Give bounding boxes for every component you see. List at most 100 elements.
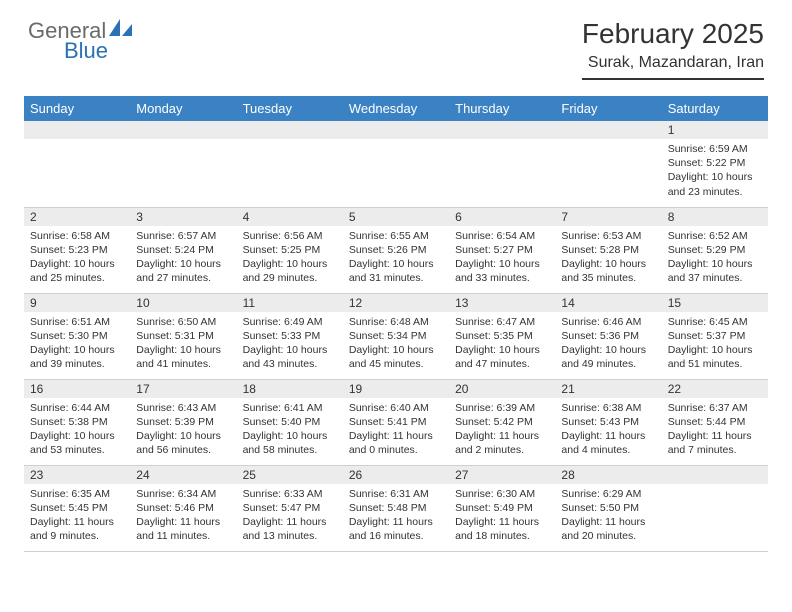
- calendar-cell: 24Sunrise: 6:34 AMSunset: 5:46 PMDayligh…: [130, 465, 236, 551]
- calendar-cell: 15Sunrise: 6:45 AMSunset: 5:37 PMDayligh…: [662, 293, 768, 379]
- day-header: Tuesday: [237, 96, 343, 121]
- sunset-text: Sunset: 5:39 PM: [136, 415, 230, 429]
- daylight-text: Daylight: 10 hours and 56 minutes.: [136, 429, 230, 457]
- day-details: Sunrise: 6:40 AMSunset: 5:41 PMDaylight:…: [343, 398, 449, 462]
- calendar-cell: 16Sunrise: 6:44 AMSunset: 5:38 PMDayligh…: [24, 379, 130, 465]
- day-number: [449, 121, 555, 139]
- sunset-text: Sunset: 5:28 PM: [561, 243, 655, 257]
- calendar-cell: 13Sunrise: 6:47 AMSunset: 5:35 PMDayligh…: [449, 293, 555, 379]
- day-details: Sunrise: 6:50 AMSunset: 5:31 PMDaylight:…: [130, 312, 236, 376]
- day-header: Thursday: [449, 96, 555, 121]
- sunrise-text: Sunrise: 6:48 AM: [349, 315, 443, 329]
- day-number: 22: [662, 380, 768, 398]
- sunrise-text: Sunrise: 6:43 AM: [136, 401, 230, 415]
- daylight-text: Daylight: 10 hours and 23 minutes.: [668, 170, 762, 198]
- calendar-cell: 5Sunrise: 6:55 AMSunset: 5:26 PMDaylight…: [343, 207, 449, 293]
- sunrise-text: Sunrise: 6:33 AM: [243, 487, 337, 501]
- day-number: [343, 121, 449, 139]
- day-details: Sunrise: 6:31 AMSunset: 5:48 PMDaylight:…: [343, 484, 449, 548]
- sunrise-text: Sunrise: 6:38 AM: [561, 401, 655, 415]
- day-header: Wednesday: [343, 96, 449, 121]
- sunset-text: Sunset: 5:33 PM: [243, 329, 337, 343]
- calendar-cell: 18Sunrise: 6:41 AMSunset: 5:40 PMDayligh…: [237, 379, 343, 465]
- day-number: 14: [555, 294, 661, 312]
- calendar-cell: 3Sunrise: 6:57 AMSunset: 5:24 PMDaylight…: [130, 207, 236, 293]
- day-number: 28: [555, 466, 661, 484]
- daylight-text: Daylight: 10 hours and 53 minutes.: [30, 429, 124, 457]
- daylight-text: Daylight: 10 hours and 45 minutes.: [349, 343, 443, 371]
- sunset-text: Sunset: 5:23 PM: [30, 243, 124, 257]
- calendar-cell: 8Sunrise: 6:52 AMSunset: 5:29 PMDaylight…: [662, 207, 768, 293]
- calendar-cell: 22Sunrise: 6:37 AMSunset: 5:44 PMDayligh…: [662, 379, 768, 465]
- day-details: Sunrise: 6:45 AMSunset: 5:37 PMDaylight:…: [662, 312, 768, 376]
- daylight-text: Daylight: 11 hours and 0 minutes.: [349, 429, 443, 457]
- calendar-cell: 26Sunrise: 6:31 AMSunset: 5:48 PMDayligh…: [343, 465, 449, 551]
- sunrise-text: Sunrise: 6:30 AM: [455, 487, 549, 501]
- sunset-text: Sunset: 5:27 PM: [455, 243, 549, 257]
- day-details: Sunrise: 6:37 AMSunset: 5:44 PMDaylight:…: [662, 398, 768, 462]
- daylight-text: Daylight: 10 hours and 39 minutes.: [30, 343, 124, 371]
- sunrise-text: Sunrise: 6:40 AM: [349, 401, 443, 415]
- day-details: Sunrise: 6:30 AMSunset: 5:49 PMDaylight:…: [449, 484, 555, 548]
- calendar-week: 2 Sunrise: 6:58 AMSunset: 5:23 PM Daylight…: [24, 207, 768, 293]
- month-title: February 2025: [582, 18, 764, 50]
- brand-logo: GeneralBlue: [28, 18, 134, 64]
- sunset-text: Sunset: 5:42 PM: [455, 415, 549, 429]
- calendar-cell: 1Sunrise: 6:59 AMSunset: 5:22 PMDaylight…: [662, 121, 768, 207]
- daylight-text: Daylight: 11 hours and 2 minutes.: [455, 429, 549, 457]
- day-number: [662, 466, 768, 484]
- daylight-text: Daylight: 10 hours and 35 minutes.: [561, 257, 655, 285]
- daylight-text: Daylight: 11 hours and 13 minutes.: [243, 515, 337, 543]
- daylight-text: Daylight: 10 hours and 27 minutes.: [136, 257, 230, 285]
- day-details: Sunrise: 6:54 AMSunset: 5:27 PMDaylight:…: [449, 226, 555, 290]
- sunrise-text: Sunrise: 6:46 AM: [561, 315, 655, 329]
- sunrise-text: Sunrise: 6:47 AM: [455, 315, 549, 329]
- calendar-cell: 4Sunrise: 6:56 AMSunset: 5:25 PMDaylight…: [237, 207, 343, 293]
- day-number: 10: [130, 294, 236, 312]
- day-number: 12: [343, 294, 449, 312]
- daylight-text: Daylight: 10 hours and 41 minutes.: [136, 343, 230, 371]
- calendar-cell: 28Sunrise: 6:29 AMSunset: 5:50 PMDayligh…: [555, 465, 661, 551]
- calendar-cell: [24, 121, 130, 207]
- day-number: 2: [24, 208, 130, 226]
- day-details: Sunrise: 6:51 AMSunset: 5:30 PMDaylight:…: [24, 312, 130, 376]
- sunset-text: Sunset: 5:37 PM: [668, 329, 762, 343]
- sunrise-text: Sunrise: 6:49 AM: [243, 315, 337, 329]
- sunrise-text: Sunrise: 6:55 AM: [349, 229, 443, 243]
- day-number: 20: [449, 380, 555, 398]
- sunrise-text: Sunrise: 6:58 AM: [30, 229, 124, 243]
- sunrise-text: Sunrise: 6:51 AM: [30, 315, 124, 329]
- calendar-week: 9Sunrise: 6:51 AMSunset: 5:30 PMDaylight…: [24, 293, 768, 379]
- day-number: [24, 121, 130, 139]
- sunrise-text: Sunrise: 6:54 AM: [455, 229, 549, 243]
- calendar-week: 1Sunrise: 6:59 AMSunset: 5:22 PMDaylight…: [24, 121, 768, 207]
- day-details: Sunrise: 6:41 AMSunset: 5:40 PMDaylight:…: [237, 398, 343, 462]
- sunset-text: Sunset: 5:36 PM: [561, 329, 655, 343]
- calendar-cell: [237, 121, 343, 207]
- daylight-text: Daylight: 10 hours and 29 minutes.: [243, 257, 337, 285]
- day-number: 6: [449, 208, 555, 226]
- sunset-text: Sunset: 5:30 PM: [30, 329, 124, 343]
- sunrise-text: Sunrise: 6:50 AM: [136, 315, 230, 329]
- day-details: Sunrise: 6:52 AMSunset: 5:29 PMDaylight:…: [662, 226, 768, 290]
- calendar-cell: 11Sunrise: 6:49 AMSunset: 5:33 PMDayligh…: [237, 293, 343, 379]
- day-details: Sunrise: 6:33 AMSunset: 5:47 PMDaylight:…: [237, 484, 343, 548]
- day-number: 24: [130, 466, 236, 484]
- daylight-text: Daylight: 10 hours and 47 minutes.: [455, 343, 549, 371]
- sunrise-text: Sunrise: 6:41 AM: [243, 401, 337, 415]
- day-number: 15: [662, 294, 768, 312]
- calendar-cell: 17Sunrise: 6:43 AMSunset: 5:39 PMDayligh…: [130, 379, 236, 465]
- day-number: 16: [24, 380, 130, 398]
- day-number: 5: [343, 208, 449, 226]
- sunset-text: Sunset: 5:29 PM: [668, 243, 762, 257]
- title-block: February 2025 Surak, Mazandaran, Iran: [582, 18, 764, 80]
- day-header: Sunday: [24, 96, 130, 121]
- daylight-text: Daylight: 11 hours and 9 minutes.: [30, 515, 124, 543]
- calendar-cell: 20Sunrise: 6:39 AMSunset: 5:42 PMDayligh…: [449, 379, 555, 465]
- logo-sail-icon: [108, 25, 134, 42]
- sunrise-text: Sunrise: 6:44 AM: [30, 401, 124, 415]
- day-details: Sunrise: 6:56 AMSunset: 5:25 PMDaylight:…: [237, 226, 343, 290]
- calendar-cell: 9Sunrise: 6:51 AMSunset: 5:30 PMDaylight…: [24, 293, 130, 379]
- day-details: Sunrise: 6:43 AMSunset: 5:39 PMDaylight:…: [130, 398, 236, 462]
- calendar-head: SundayMondayTuesdayWednesdayThursdayFrid…: [24, 96, 768, 121]
